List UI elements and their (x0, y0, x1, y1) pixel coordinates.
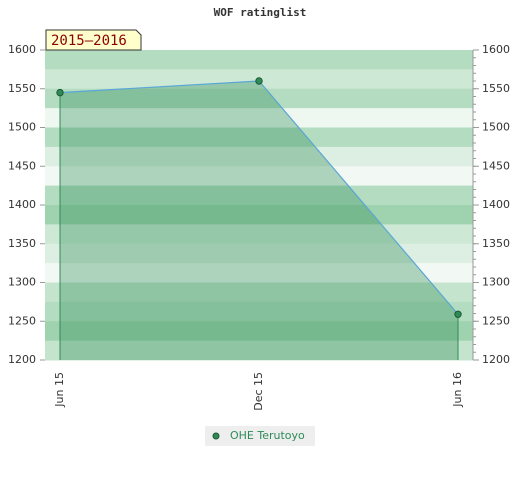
point (454, 310, 462, 318)
y2-tick-label: 1500 (482, 121, 510, 134)
x-tick-label: Jun 15 (53, 372, 66, 408)
plot-background (45, 50, 473, 361)
y2-tick-label: 1450 (482, 159, 510, 172)
y-tick-label: 1500 (8, 121, 36, 134)
stripe (45, 166, 473, 187)
y2-tick-label: 1600 (482, 43, 510, 56)
y-tick-label: 1600 (8, 43, 36, 56)
stripe (45, 301, 473, 322)
stripe (45, 50, 473, 70)
area (60, 81, 458, 360)
stripe (45, 243, 473, 264)
legend-box (205, 426, 315, 446)
stripe (45, 146, 473, 167)
y-tick-label: 1550 (8, 82, 36, 95)
y-tick-label: 1450 (8, 159, 36, 172)
y2-tick-label: 1550 (482, 82, 510, 95)
y-tick-label: 1200 (8, 353, 36, 366)
legend-label: OHE Terutoyo (230, 429, 305, 442)
stripe (45, 88, 473, 109)
legend-marker (212, 432, 220, 440)
annotation-box (45, 29, 142, 51)
y2-tick-label: 1300 (482, 276, 510, 289)
x-tick-label: Jun 16 (451, 372, 464, 408)
x-tick-label: Dec 15 (252, 372, 265, 411)
y-tick-label: 1250 (8, 314, 36, 327)
stripe (45, 224, 473, 245)
y-tick-label: 1350 (8, 237, 36, 250)
annotation: 2015–2016 (51, 33, 127, 49)
stripe (45, 340, 473, 361)
point (56, 88, 64, 97)
y-tick-label: 1400 (8, 198, 36, 211)
stripe (45, 321, 473, 342)
y2-tick-label: 1400 (482, 198, 510, 211)
stripe (45, 185, 473, 206)
stripe (45, 263, 473, 283)
y2-tick-label: 1200 (482, 353, 510, 366)
stripe (45, 108, 473, 128)
y2-tick-label: 1350 (482, 237, 510, 250)
chart-title: WOF ratinglist (214, 6, 307, 19)
y-tick-label: 1300 (8, 276, 36, 289)
stripe (45, 282, 473, 303)
y2-tick-label: 1250 (482, 314, 510, 327)
point (255, 77, 263, 85)
stripe (45, 205, 473, 225)
stripe (45, 127, 473, 148)
